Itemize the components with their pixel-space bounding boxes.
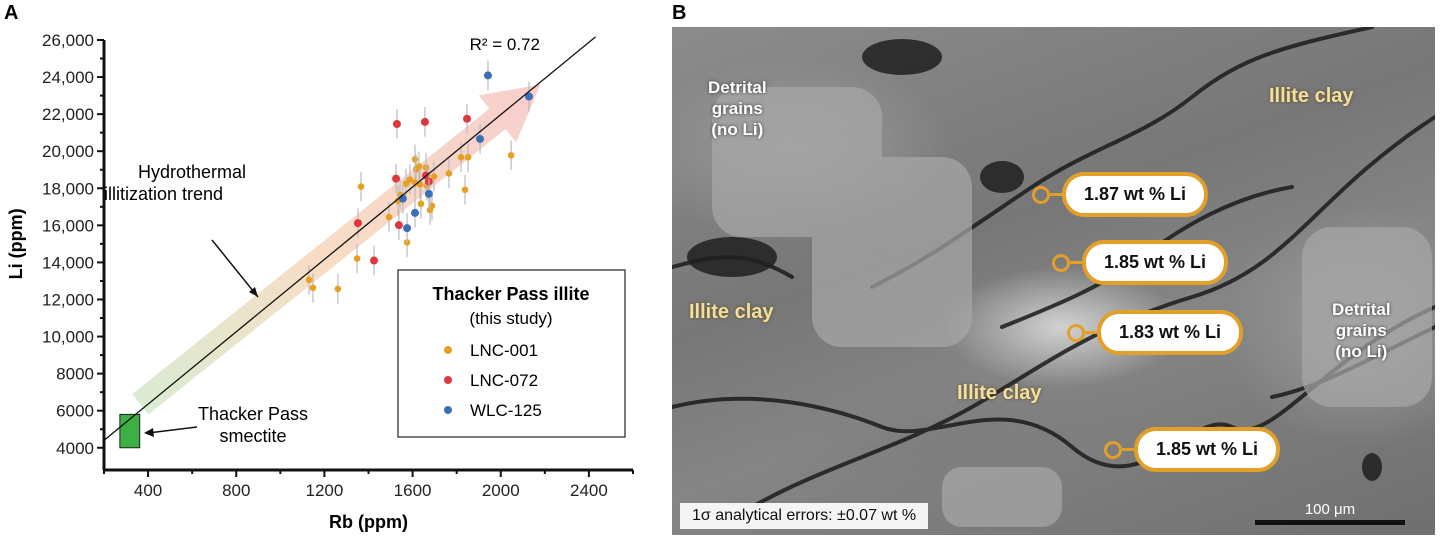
- illite-clay-label: Illite clay: [689, 301, 774, 323]
- legend-marker-wlc-125: [444, 406, 452, 414]
- x-tick-label: 2400: [570, 481, 608, 500]
- data-point-lnc-001: [507, 151, 515, 159]
- panel-a-label: A: [4, 2, 19, 24]
- data-point-lnc-001: [461, 186, 469, 194]
- trend-pointer-line: [211, 239, 259, 298]
- measurement-callout: 1.85 wt % Li: [1104, 427, 1281, 472]
- analytical-error-note: 1σ analytical errors: ±0.07 wt %: [680, 503, 929, 529]
- measurement-value: 1.85 wt % Li: [1082, 240, 1229, 285]
- y-tick-label: 14,000: [42, 253, 94, 272]
- measurement-callout: 1.85 wt % Li: [1052, 240, 1229, 285]
- x-axis-label: Rb (ppm): [329, 512, 408, 532]
- legend-entry-wlc-125: WLC-125: [470, 401, 542, 420]
- data-point-lnc-001: [385, 213, 393, 221]
- x-tick-label: 800: [222, 481, 250, 500]
- measurement-callout: 1.83 wt % Li: [1067, 310, 1244, 355]
- y-axis-label: Li (ppm): [6, 208, 26, 279]
- y-tick-label: 18,000: [42, 179, 94, 198]
- data-point-wlc-125: [398, 194, 407, 203]
- data-point-lnc-001: [426, 206, 434, 214]
- illite-clay-label: Illite clay: [1269, 85, 1354, 107]
- data-point-lnc-001: [464, 154, 472, 161]
- trend-label-line2: illitization trend: [104, 184, 223, 204]
- smectite-label-line2: smectite: [219, 426, 286, 446]
- data-point-lnc-072: [370, 256, 379, 265]
- data-point-lnc-072: [353, 219, 362, 228]
- data-point-wlc-125: [424, 189, 433, 198]
- legend-subtitle: (this study): [469, 309, 552, 328]
- y-tick-label: 4000: [56, 439, 94, 458]
- y-tick-label: 22,000: [42, 105, 94, 124]
- x-tick-label: 1600: [394, 481, 432, 500]
- data-point-lnc-072: [392, 119, 401, 128]
- data-point-lnc-072: [420, 117, 429, 126]
- y-tick-label: 20,000: [42, 142, 94, 161]
- x-tick-label: 2000: [482, 481, 520, 500]
- data-point-lnc-001: [357, 183, 365, 190]
- measurement-callout: 1.87 wt % Li: [1032, 172, 1209, 217]
- data-point-lnc-001: [457, 154, 465, 161]
- x-tick-label: 400: [134, 481, 162, 500]
- measurement-point-icon: [1032, 185, 1050, 204]
- y-tick-label: 6000: [56, 402, 94, 421]
- y-tick-label: 10,000: [42, 328, 94, 347]
- scatter-chart-li-vs-rb: 400 800 1200 1600 2000 2400 4000 6000 8000 10,000…: [6, 31, 634, 532]
- illite-clay-label: Illite clay: [957, 382, 1042, 404]
- data-point-lnc-072: [392, 174, 401, 183]
- y-tick-label: 12,000: [42, 290, 94, 309]
- data-point-lnc-001: [430, 173, 438, 180]
- data-point-lnc-001: [402, 180, 410, 187]
- legend-box: [397, 269, 626, 438]
- data-point-lnc-072: [394, 221, 403, 230]
- data-point-lnc-072: [463, 114, 472, 123]
- scale-bar-label: 100 μm: [1304, 501, 1356, 518]
- y-tick-label: 8000: [56, 365, 94, 384]
- measurement-point-icon: [1104, 440, 1122, 459]
- measurement-value: 1.85 wt % Li: [1134, 427, 1281, 472]
- y-tick-label: 24,000: [42, 68, 94, 87]
- data-point-lnc-001: [445, 170, 453, 177]
- data-point-wlc-125: [403, 224, 412, 233]
- legend-entry-lnc-072: LNC-072: [470, 371, 538, 390]
- smectite-pointer-head: [144, 428, 154, 437]
- sem-micrograph: Detrital grains (no Li) Detrital grains …: [672, 27, 1435, 535]
- measurement-point-icon: [1052, 253, 1070, 272]
- measurement-value: 1.87 wt % Li: [1062, 172, 1209, 217]
- sem-cracks: [672, 27, 1435, 527]
- panel-b-label: B: [672, 2, 687, 24]
- regression-line: [103, 36, 596, 441]
- trend-label-line1: Hydrothermal: [138, 162, 246, 182]
- detrital-grains-label-right: Detrital grains (no Li): [1332, 300, 1391, 361]
- legend-title: Thacker Pass illite: [432, 284, 589, 304]
- smectite-label-line1: Thacker Pass: [198, 404, 308, 424]
- measurement-point-icon: [1067, 323, 1085, 342]
- data-point-lnc-001: [411, 156, 419, 163]
- data-point-lnc-001: [309, 284, 317, 292]
- y-tick-label: 16,000: [42, 216, 94, 235]
- data-point-wlc-125: [483, 71, 492, 80]
- data-point-lnc-001: [305, 276, 313, 284]
- x-tick-label: 1200: [306, 481, 344, 500]
- scale-bar: 100 μm: [1255, 501, 1405, 525]
- data-point-lnc-001: [406, 176, 414, 183]
- legend-marker-lnc-072: [444, 376, 452, 384]
- data-point-wlc-125: [411, 208, 420, 217]
- detrital-grains-label-left: Detrital grains (no Li): [708, 78, 767, 139]
- data-point-lnc-001: [412, 166, 420, 173]
- data-point-lnc-001: [353, 255, 361, 262]
- data-point-wlc-125: [476, 134, 485, 143]
- legend-marker-lnc-001: [444, 346, 452, 354]
- trend-pointer-head: [249, 287, 258, 297]
- measurement-value: 1.83 wt % Li: [1097, 310, 1244, 355]
- data-point-lnc-001: [417, 200, 425, 208]
- scale-bar-line: [1255, 520, 1405, 525]
- y-tick-label: 26,000: [42, 31, 94, 50]
- legend-entry-lnc-001: LNC-001: [470, 341, 538, 360]
- smectite-pointer-line: [147, 426, 198, 434]
- data-point-wlc-125: [524, 92, 533, 101]
- data-point-lnc-001: [334, 285, 342, 293]
- r-squared-label: R² = 0.72: [470, 35, 540, 54]
